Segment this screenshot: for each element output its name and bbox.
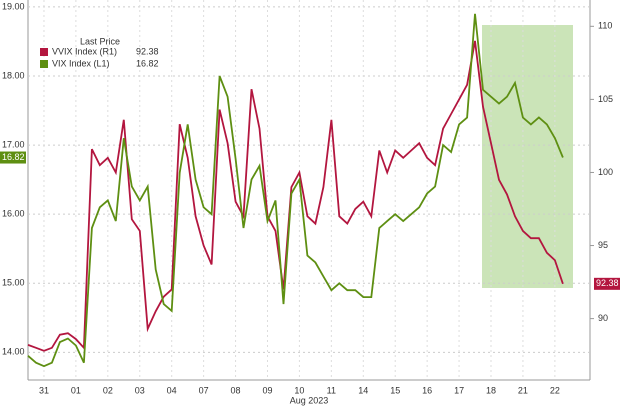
y2-tick-label: 95 [598, 240, 608, 250]
x-tick-label: 01 [71, 385, 81, 395]
last-value-label: 92.38 [596, 278, 619, 288]
highlight-region [482, 25, 573, 288]
x-tick-label: 07 [199, 385, 209, 395]
legend-label: VVIX Index (R1) [52, 46, 117, 56]
y2-tick-label: 100 [598, 167, 613, 177]
x-tick-label: 31 [39, 385, 49, 395]
legend-title: Last Price [80, 36, 120, 46]
x-tick-label: 03 [135, 385, 145, 395]
last-value-label: 16.82 [2, 152, 25, 162]
last-value-badge [0, 151, 26, 164]
y-tick-label: 19.00 [2, 1, 25, 11]
x-tick-label: 22 [550, 385, 560, 395]
x-tick-label: 17 [454, 385, 464, 395]
legend-value: 92.38 [136, 46, 159, 56]
x-tick-label: 10 [294, 385, 304, 395]
y-tick-label: 17.00 [2, 139, 25, 149]
x-tick-label: 11 [327, 385, 336, 395]
x-tick-label: 04 [167, 385, 177, 395]
x-tick-label: 15 [390, 385, 400, 395]
series-line [27, 40, 564, 352]
y2-tick-label: 110 [598, 21, 612, 31]
x-tick-label: 02 [103, 385, 113, 395]
x-tick-label: 21 [518, 385, 528, 395]
x-tick-label: 14 [358, 385, 368, 395]
x-axis-label: Aug 2023 [290, 395, 329, 405]
y2-tick-label: 90 [598, 313, 608, 323]
y-tick-label: 18.00 [2, 70, 25, 80]
last-value-badge [594, 277, 620, 290]
series-line [27, 13, 564, 368]
x-tick-label: 08 [231, 385, 241, 395]
legend-value: 16.82 [136, 58, 159, 68]
y-tick-label: 14.00 [2, 347, 25, 357]
legend-label: VIX Index (L1) [52, 58, 110, 68]
y-tick-label: 15.00 [2, 278, 25, 288]
legend-swatch [40, 60, 48, 68]
legend-swatch [40, 48, 48, 56]
x-tick-label: 16 [422, 385, 432, 395]
y-tick-label: 16.00 [2, 209, 25, 219]
x-tick-label: 09 [262, 385, 272, 395]
legend: Last Price VVIX Index (R1) 92.38 VIX Ind… [40, 36, 159, 68]
x-tick-label: 18 [486, 385, 496, 395]
y2-tick-label: 105 [598, 94, 613, 104]
